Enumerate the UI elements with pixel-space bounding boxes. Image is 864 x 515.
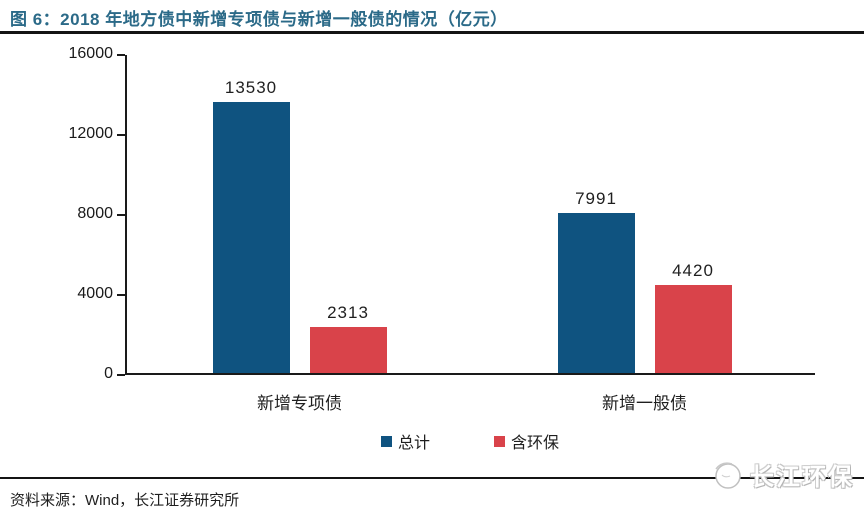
bar-chart-plot-area: 0 4000 8000 12000 16000 13530 2313 新增专项债 7991 442… (69, 45, 815, 413)
legend-swatch-icon (380, 435, 392, 447)
figure-title: 图 6：2018 年地方债中新增专项债与新增一般债的情况（亿元） (10, 10, 508, 29)
y-axis-tick-label: 16000 (68, 45, 114, 62)
y-axis-tick-label: 0 (104, 365, 113, 382)
legend-label: 含环保 (511, 435, 560, 452)
bar-value-label: 4420 (672, 260, 714, 280)
y-axis-tick-label: 8000 (77, 205, 113, 222)
bar-value-label: 13530 (224, 78, 278, 98)
y-axis-tick-mark (117, 214, 125, 216)
y-axis-tick-mark (117, 294, 125, 296)
bar-总计 (212, 102, 290, 373)
x-axis-category-label: 新增专项债 (257, 394, 342, 413)
legend-item-总计: 总计 (380, 429, 430, 453)
y-axis-tick-label: 4000 (77, 285, 113, 302)
chart-legend: 总计 含环保 (125, 429, 815, 453)
bar-value-label: 2313 (327, 302, 369, 322)
y-axis-tick-mark (117, 134, 125, 136)
x-axis-category-label: 新增一般债 (602, 394, 687, 413)
bar-总计 (557, 213, 635, 373)
bar-含环保 (309, 326, 387, 373)
legend-swatch-icon (494, 435, 505, 447)
legend-item-含环保: 含环保 (494, 429, 559, 453)
y-axis-tick-mark (117, 374, 125, 376)
bar-含环保 (654, 284, 732, 373)
brand-logo-icon (715, 462, 741, 489)
bottom-divider (0, 477, 864, 479)
source-note: 资料来源：Wind，长江证券研究所 (10, 492, 240, 509)
y-axis-tick-mark (117, 54, 125, 56)
watermark: 长江环保 (708, 452, 854, 496)
top-divider (0, 31, 864, 34)
watermark-text: 长江环保 (750, 463, 854, 491)
bar-value-label: 7991 (575, 189, 617, 209)
legend-label: 总计 (397, 435, 430, 452)
y-axis-tick-label: 12000 (68, 125, 114, 142)
